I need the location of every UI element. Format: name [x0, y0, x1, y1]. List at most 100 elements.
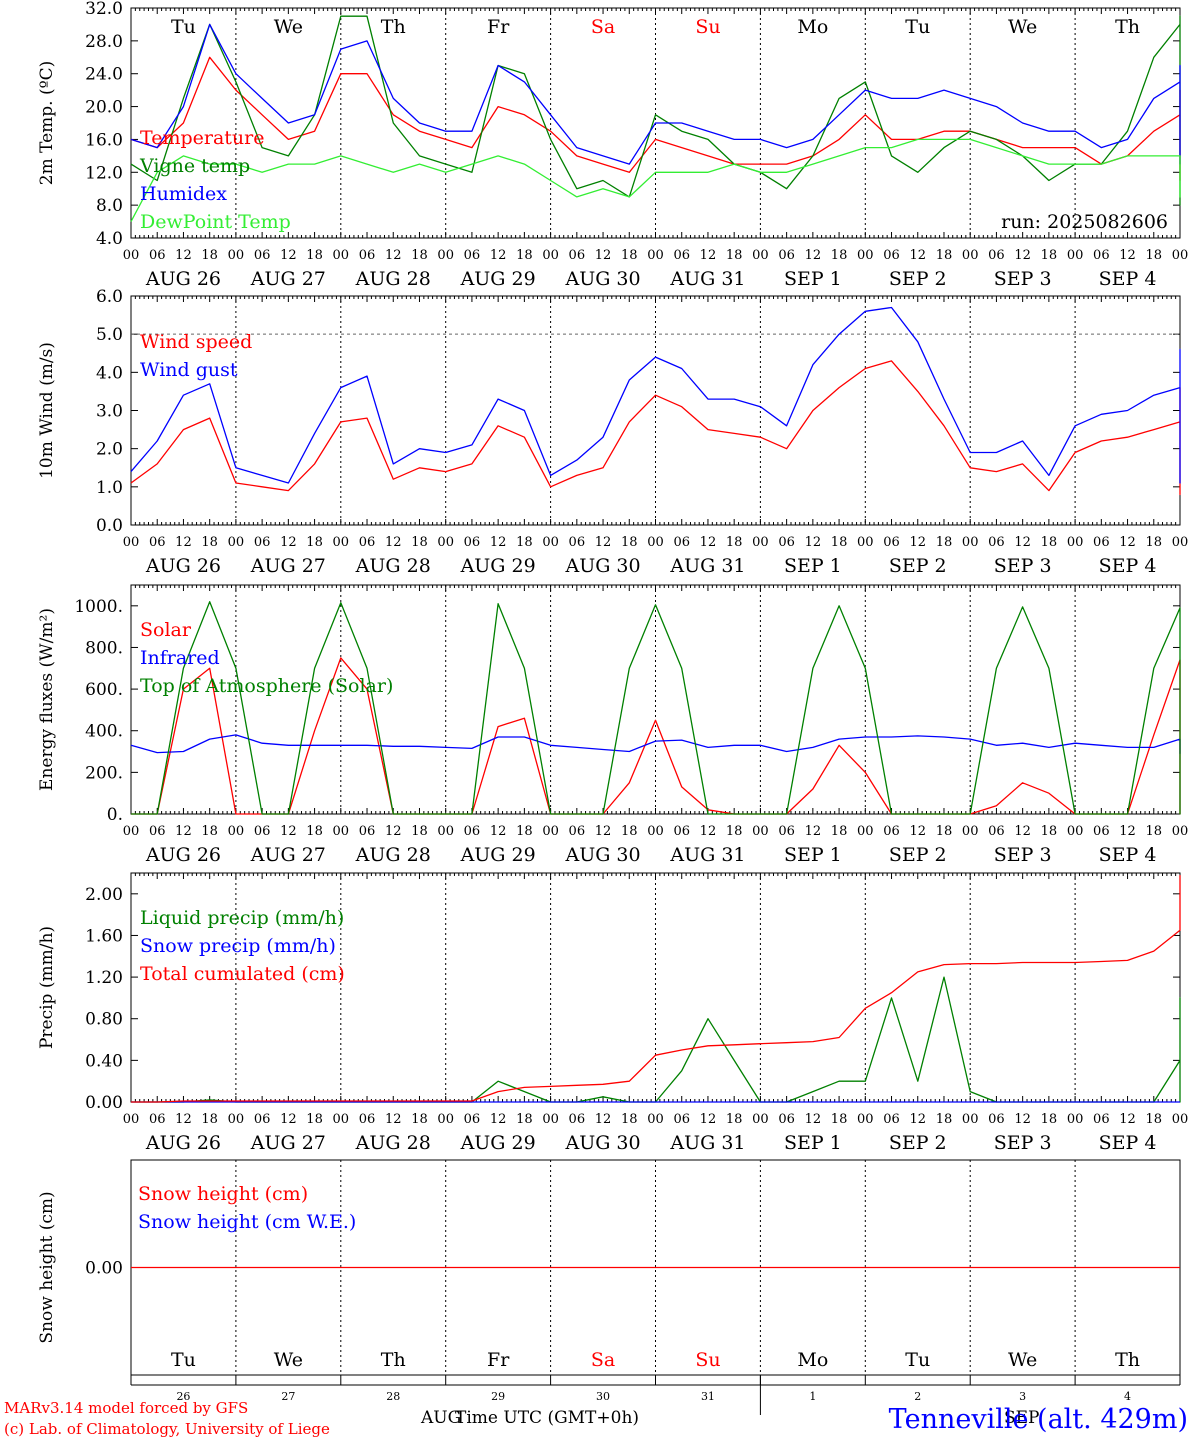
hour-label: 06 — [149, 248, 166, 263]
legend-entry: Wind gust — [140, 359, 238, 381]
hour-label: 18 — [1146, 535, 1163, 550]
hour-label: 18 — [1041, 535, 1058, 550]
series-line-2 — [130, 306, 1181, 484]
date-label: AUG 27 — [250, 555, 326, 577]
footer-credit-line: (c) Lab. of Climatology, University of L… — [4, 1420, 330, 1438]
weekday-label: Th — [381, 1349, 406, 1371]
hour-label: 00 — [333, 824, 350, 839]
hour-label: 00 — [962, 1112, 979, 1127]
hour-label: 12 — [700, 824, 717, 839]
hour-label: 06 — [359, 535, 376, 550]
hour-label: 06 — [149, 824, 166, 839]
hour-label: 12 — [385, 535, 402, 550]
date-label: SEP 1 — [784, 1132, 842, 1154]
date-label: AUG 29 — [460, 555, 536, 577]
hour-label: 06 — [254, 535, 271, 550]
hour-label: 06 — [254, 248, 271, 263]
weekday-label: Th — [1115, 16, 1140, 38]
hour-label: 12 — [1014, 824, 1031, 839]
day-number-label: 27 — [281, 1390, 295, 1403]
date-label: AUG 26 — [145, 844, 221, 866]
date-label: AUG 30 — [564, 844, 640, 866]
hour-label: 12 — [595, 1112, 612, 1127]
hour-label: 06 — [673, 1112, 690, 1127]
hour-label: 12 — [385, 824, 402, 839]
hour-label: 18 — [306, 1112, 323, 1127]
hour-label: 00 — [123, 535, 140, 550]
hour-label: 00 — [1172, 535, 1189, 550]
hour-label: 12 — [1014, 535, 1031, 550]
date-label: AUG 27 — [250, 1132, 326, 1154]
date-label: AUG 31 — [669, 555, 745, 577]
hour-label: 18 — [936, 1112, 953, 1127]
y-axis-label: 10m Wind (m/s) — [37, 342, 57, 479]
hour-label: 18 — [411, 535, 428, 550]
y-tick-label: 200. — [85, 763, 123, 783]
hour-label: 18 — [1146, 1112, 1163, 1127]
hour-label: 12 — [909, 1112, 926, 1127]
hour-label: 18 — [621, 248, 638, 263]
hour-label: 00 — [228, 248, 245, 263]
hour-label: 06 — [569, 248, 586, 263]
weekday-label: We — [1008, 1349, 1037, 1371]
hour-label: 06 — [254, 1112, 271, 1127]
hour-label: 06 — [988, 824, 1005, 839]
legend-entry: Humidex — [140, 183, 227, 205]
hour-label: 06 — [778, 248, 795, 263]
y-tick-label: 32.0 — [85, 0, 123, 19]
hour-label: 00 — [962, 248, 979, 263]
hour-label: 18 — [1041, 1112, 1058, 1127]
weekday-label: Tu — [905, 16, 930, 38]
date-label: SEP 4 — [1099, 1132, 1157, 1154]
weekday-label: Th — [1115, 1349, 1140, 1371]
legend-entry: DewPoint Temp — [140, 211, 291, 233]
hour-label: 06 — [1093, 1112, 1110, 1127]
y-tick-label: 3.0 — [96, 402, 123, 422]
hour-label: 12 — [1119, 824, 1136, 839]
hour-label: 18 — [621, 824, 638, 839]
hour-label: 12 — [700, 535, 717, 550]
hour-label: 00 — [437, 248, 454, 263]
date-label: AUG 29 — [460, 268, 536, 290]
hour-label: 12 — [385, 248, 402, 263]
y-tick-label: 0.00 — [85, 1259, 123, 1279]
day-number-label: 26 — [176, 1390, 190, 1403]
hour-label: 00 — [1067, 248, 1084, 263]
hour-label: 00 — [542, 248, 559, 263]
date-label: AUG 28 — [355, 1132, 431, 1154]
y-tick-label: 0.80 — [85, 1010, 123, 1030]
hour-label: 18 — [831, 1112, 848, 1127]
hour-label: 18 — [411, 248, 428, 263]
weekday-label: We — [274, 16, 303, 38]
y-tick-label: 1000. — [74, 597, 123, 617]
date-label: SEP 4 — [1099, 268, 1157, 290]
hour-label: 06 — [359, 824, 376, 839]
date-label: SEP 1 — [784, 268, 842, 290]
hour-label: 00 — [333, 248, 350, 263]
hour-label: 00 — [647, 1112, 664, 1127]
hour-label: 18 — [201, 535, 218, 550]
hour-label: 12 — [175, 1112, 192, 1127]
legend-entry: Liquid precip (mm/h) — [140, 907, 344, 929]
hour-label: 12 — [1119, 1112, 1136, 1127]
hour-label: 06 — [883, 535, 900, 550]
hour-label: 18 — [621, 1112, 638, 1127]
hour-label: 18 — [726, 248, 743, 263]
weekday-label: Su — [695, 1349, 720, 1371]
hour-label: 18 — [1146, 824, 1163, 839]
hour-label: 00 — [752, 824, 769, 839]
hour-label: 06 — [464, 824, 481, 839]
weekday-label: Tu — [905, 1349, 930, 1371]
hour-label: 12 — [280, 248, 297, 263]
hour-label: 00 — [228, 1112, 245, 1127]
y-tick-label: 8.0 — [96, 196, 123, 216]
hour-label: 12 — [175, 248, 192, 263]
hour-label: 18 — [201, 248, 218, 263]
date-label: SEP 4 — [1099, 555, 1157, 577]
hour-label: 12 — [909, 248, 926, 263]
run-annotation: run: 2025082606 — [1001, 211, 1168, 233]
hour-label: 06 — [778, 535, 795, 550]
date-label: SEP 4 — [1099, 844, 1157, 866]
legend-entry: Snow height (cm) — [138, 1183, 308, 1205]
series-line-3 — [131, 601, 1181, 815]
